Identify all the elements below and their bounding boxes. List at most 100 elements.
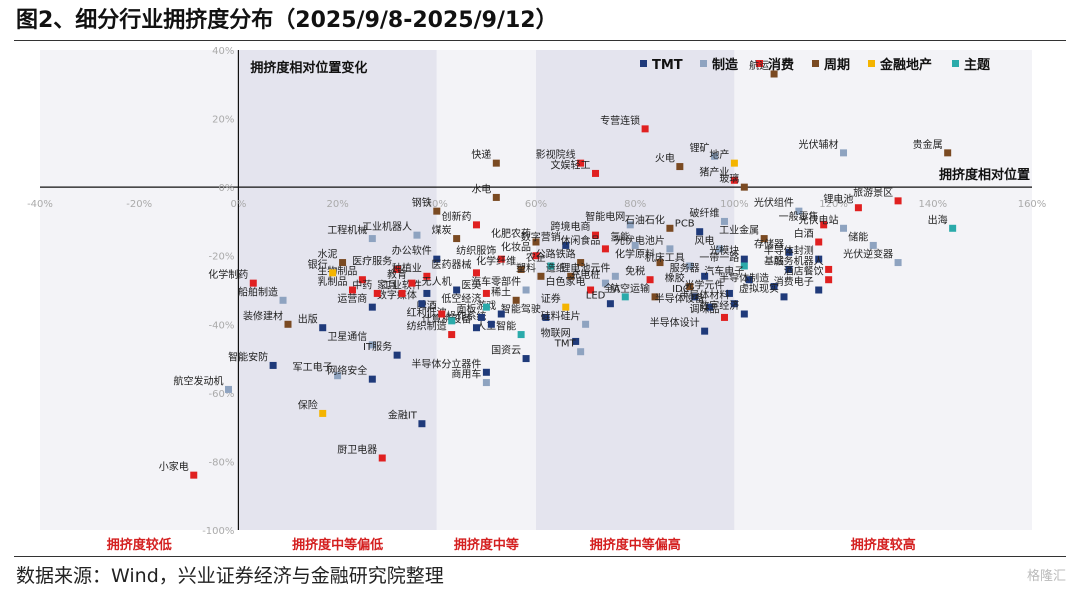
- data-point-label: 专营连锁: [600, 114, 640, 127]
- data-point-label: 工业金属: [719, 224, 759, 237]
- data-point: [368, 235, 376, 243]
- data-point-label: 证券: [541, 292, 561, 305]
- data-point: [869, 241, 877, 249]
- data-point: [472, 221, 480, 229]
- x-tick-label: 120%: [819, 199, 848, 210]
- data-point: [433, 255, 441, 263]
- data-point-label: 光伏逆变器: [843, 248, 893, 261]
- legend-swatch: [640, 60, 647, 67]
- legend-swatch: [812, 60, 819, 67]
- data-point-label: 石油石化: [625, 213, 665, 226]
- data-point-label: IT服务: [363, 340, 392, 353]
- data-point-label: 汽车电子: [704, 265, 744, 278]
- data-point-label: 半导体分立器件: [411, 357, 481, 370]
- data-point: [269, 361, 277, 369]
- zone-band: [536, 50, 735, 530]
- data-point: [716, 245, 724, 253]
- data-point: [686, 283, 694, 291]
- data-point-label: 橡胶: [665, 272, 685, 285]
- zone-label: 拥挤度较高: [851, 537, 916, 553]
- data-point: [368, 375, 376, 383]
- data-point-label: 半导体封测: [764, 244, 814, 257]
- x-tick-label: 140%: [919, 199, 948, 210]
- y-tick-label: 40%: [212, 46, 234, 57]
- data-point: [577, 159, 585, 167]
- data-point-label: 商用车: [451, 368, 481, 381]
- data-point-label: 基站: [764, 254, 784, 267]
- data-source-note: 数据来源：Wind，兴业证券经济与金融研究院整理: [16, 565, 444, 587]
- data-point: [949, 224, 957, 232]
- data-point: [730, 176, 738, 184]
- y-tick-label: -20%: [209, 252, 235, 263]
- data-point: [676, 163, 684, 171]
- data-point: [522, 355, 530, 363]
- data-point-label: 塑料: [516, 261, 536, 274]
- data-point-label: 全A: [603, 282, 620, 295]
- data-point: [666, 245, 674, 253]
- data-point: [517, 331, 525, 339]
- data-point-label: IDC: [672, 284, 690, 295]
- data-point: [562, 303, 570, 311]
- legend-label: 金融地产: [879, 57, 932, 73]
- data-point: [482, 289, 490, 297]
- data-point: [770, 70, 778, 78]
- legend-swatch: [868, 60, 875, 67]
- data-point-label: 稀土: [491, 285, 511, 298]
- data-point-label: 家具: [377, 278, 397, 291]
- data-point-label: 中药: [352, 278, 372, 291]
- data-point: [894, 197, 902, 205]
- data-point: [785, 248, 793, 256]
- data-point: [562, 241, 570, 249]
- data-point-label: 汽车零部件: [471, 275, 521, 288]
- data-point: [492, 159, 500, 167]
- data-point: [720, 217, 728, 225]
- data-point: [601, 245, 609, 253]
- data-point: [423, 289, 431, 297]
- x-tick-label: 160%: [1018, 199, 1047, 210]
- y-tick-label: -40%: [209, 320, 235, 331]
- data-point-label: 煤炭: [432, 224, 452, 237]
- data-point: [745, 276, 753, 284]
- data-point-label: 银行: [308, 258, 328, 271]
- x-tick-label: 60%: [525, 199, 547, 210]
- zone-band: [734, 50, 1032, 530]
- y-tick-label: -60%: [209, 389, 235, 400]
- data-point: [532, 252, 540, 260]
- data-point-label: 种植业: [392, 261, 422, 274]
- data-point: [701, 272, 709, 280]
- data-point: [547, 262, 555, 270]
- data-point: [701, 327, 709, 335]
- data-point-label: 航空发动机: [173, 374, 223, 387]
- data-point-label: 智能安防: [228, 350, 268, 363]
- data-point: [725, 289, 733, 297]
- data-point: [666, 224, 674, 232]
- data-point-label: 光伏电池片: [615, 234, 665, 247]
- data-point: [453, 235, 461, 243]
- data-point-label: 化妆品: [501, 241, 531, 254]
- data-point: [720, 313, 728, 321]
- data-point-label: 光伏组件: [754, 196, 794, 209]
- x-tick-label: -40%: [27, 199, 53, 210]
- data-point-label: 化学纤维: [476, 254, 516, 267]
- data-point-label: 数字营销: [521, 230, 561, 243]
- data-point-label: 光伏辅材: [799, 138, 839, 151]
- data-point-label: 航运: [749, 59, 769, 72]
- data-point-label: 智能电网: [585, 210, 625, 223]
- data-point-label: 跨境电商: [551, 220, 591, 233]
- data-point: [334, 372, 342, 380]
- data-point-label: 存储器: [754, 237, 784, 250]
- data-point-label: 纺织制造: [407, 320, 447, 333]
- data-point-label: 工程机械: [327, 224, 367, 237]
- data-point: [740, 183, 748, 191]
- data-point-label: 锂矿: [690, 141, 710, 154]
- data-point-label: 造纸: [546, 261, 566, 274]
- data-point: [686, 262, 694, 270]
- data-point: [592, 169, 600, 177]
- data-point-label: 光伏电站: [799, 213, 839, 226]
- data-point: [815, 255, 823, 263]
- data-point: [691, 293, 699, 301]
- data-point: [611, 272, 619, 280]
- data-point-label: 调味品: [689, 303, 719, 315]
- zone-label: 拥挤度较低: [107, 537, 172, 553]
